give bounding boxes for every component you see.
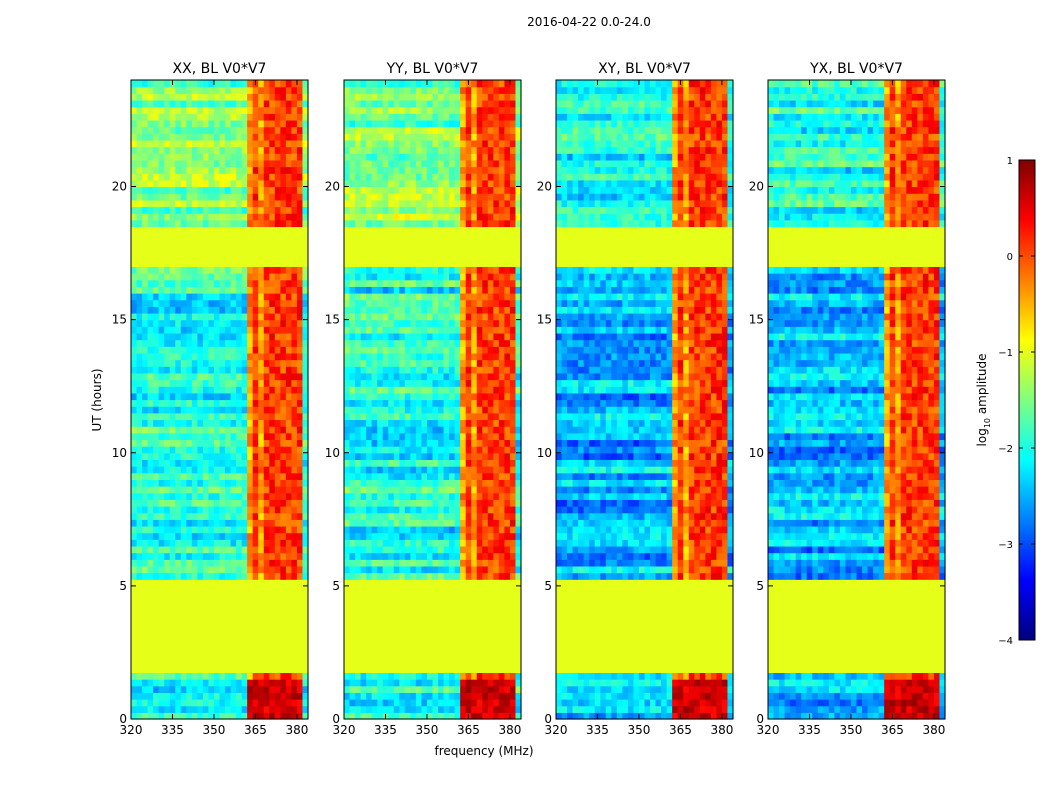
y-tick-label: 5: [119, 579, 127, 593]
x-tick-label: 320: [757, 723, 780, 737]
colorbar-tick-label: 1: [1007, 156, 1013, 167]
x-tick-label: 350: [628, 723, 651, 737]
y-tick-label: 20: [325, 180, 340, 194]
colorbar-tick-label: −1: [998, 348, 1013, 359]
panel-frame: [767, 79, 946, 720]
panel-xx: XX, BL V0*V7 320 335 350 365 380 0 5 10 15 20: [112, 61, 309, 737]
x-tick-label: 350: [416, 723, 439, 737]
y-tick-label: 20: [537, 180, 552, 194]
heatmap-cells: [344, 80, 522, 720]
y-tick-label: 15: [537, 313, 552, 327]
y-tick-label: 10: [112, 446, 127, 460]
x-tick-label: 320: [333, 723, 356, 737]
y-tick-label: 10: [325, 446, 340, 460]
x-tick-label: 335: [161, 723, 184, 737]
colorbar-label: log10 amplitude: [975, 354, 992, 447]
heatmap-cells: [768, 80, 946, 720]
figure-suptitle: 2016-04-22 0.0-24.0: [527, 15, 651, 29]
y-tick-label: 10: [537, 446, 552, 460]
heatmap-cells: [556, 80, 734, 720]
y-axis-label: UT (hours): [90, 368, 104, 431]
panel-frame: [555, 79, 734, 720]
x-axis-label: frequency (MHz): [434, 744, 533, 758]
x-tick-label: 350: [203, 723, 226, 737]
y-tick-label: 20: [749, 180, 764, 194]
panel-yy: YY, BL V0*V7 320 335 350 365 380 0 5 10 15 20: [325, 61, 522, 737]
colorbar-tick-label: −2: [998, 444, 1013, 455]
panel-xy: XY, BL V0*V7 320 335 350 365 380 0 5 10 15 20: [537, 61, 734, 737]
x-tick-label: 380: [285, 723, 308, 737]
x-tick-label: 380: [710, 723, 733, 737]
x-tick-label: 365: [244, 723, 267, 737]
colorbar-tick-label: 0: [1007, 252, 1013, 263]
y-tick-label: 15: [325, 313, 340, 327]
x-tick-label: 320: [545, 723, 568, 737]
panel-title: YY, BL V0*V7: [386, 61, 479, 77]
x-tick-label: 365: [881, 723, 904, 737]
panel-title: XX, BL V0*V7: [173, 61, 267, 77]
y-tick-label: 15: [749, 313, 764, 327]
x-tick-label: 335: [798, 723, 821, 737]
x-tick-label: 320: [120, 723, 143, 737]
y-tick-label: 5: [544, 579, 552, 593]
colorbar-tick-label: −4: [998, 636, 1013, 647]
y-tick-label: 0: [544, 712, 552, 726]
y-tick-label: 5: [332, 579, 340, 593]
x-tick-label: 335: [586, 723, 609, 737]
panel-title: YX, BL V0*V7: [809, 61, 903, 77]
colorbar-tick-label: −3: [998, 540, 1013, 551]
y-tick-label: 0: [756, 712, 764, 726]
x-tick-label: 365: [457, 723, 480, 737]
colorbar-ticks: 1 0 −1 −2 −3 −4: [998, 156, 1035, 647]
colorbar-gradient: [1018, 159, 1036, 641]
x-tick-label: 335: [374, 723, 397, 737]
panel-yx: YX, BL V0*V7 320 335 350 365 380 0 5 10 15 20: [749, 61, 946, 737]
y-tick-label: 15: [112, 313, 127, 327]
colorbar: 1 0 −1 −2 −3 −4 log10 amplitude: [975, 156, 1036, 647]
y-tick-label: 5: [756, 579, 764, 593]
panel-title: XY, BL V0*V7: [598, 61, 691, 77]
x-tick-label: 380: [922, 723, 945, 737]
x-tick-label: 380: [498, 723, 521, 737]
y-tick-label: 20: [112, 180, 127, 194]
x-tick-label: 350: [840, 723, 863, 737]
x-tick-label: 365: [669, 723, 692, 737]
panel-frame: [343, 79, 522, 720]
heatmap-cells: [131, 80, 309, 720]
y-tick-label: 10: [749, 446, 764, 460]
y-tick-label: 0: [119, 712, 127, 726]
y-tick-label: 0: [332, 712, 340, 726]
panel-frame: [130, 79, 309, 720]
